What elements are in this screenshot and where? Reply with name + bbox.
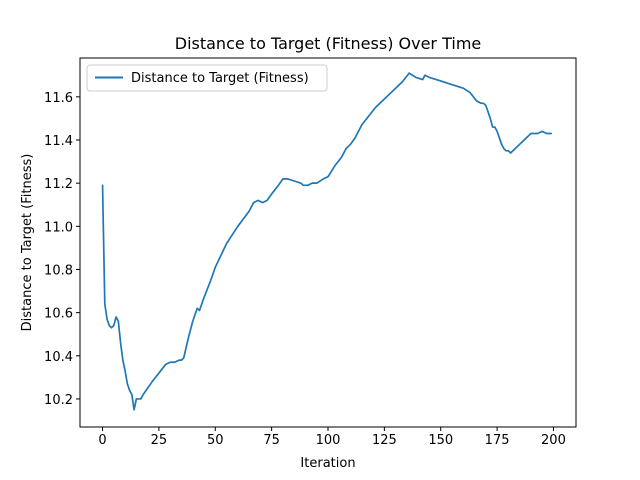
x-tick-label: 175: [485, 433, 510, 448]
legend: Distance to Target (Fitness): [86, 64, 328, 92]
legend-box: [86, 64, 328, 92]
x-tick-label: 100: [316, 433, 341, 448]
x-axis-label: Iteration: [300, 456, 355, 471]
y-tick-label: 10.4: [44, 350, 73, 365]
y-tick-label: 10.8: [44, 263, 73, 278]
x-tick-label: 150: [428, 433, 453, 448]
y-tick-label: 10.6: [44, 307, 73, 322]
series-line-fitness: [101, 72, 553, 411]
y-tick-label: 11.0: [44, 220, 73, 235]
chart-title: Distance to Target (Fitness) Over Time: [175, 34, 482, 53]
axis-ticks: 0 25 50 75 100 125 150 175 200 10.2 10.4 10.6 10.8 11…: [44, 91, 566, 448]
y-tick-label: 11.6: [44, 91, 73, 106]
plot-area: [101, 72, 553, 411]
y-tick-label: 10.2: [44, 393, 73, 408]
x-tick-label: 75: [263, 433, 280, 448]
y-axis-label: Distance to Target (Fitness): [20, 154, 35, 332]
y-tick-label: 11.4: [44, 134, 73, 149]
x-tick-label: 50: [207, 433, 224, 448]
y-tick-label: 11.2: [44, 177, 73, 192]
axes-frame: [79, 57, 577, 428]
x-tick-label: 0: [98, 433, 106, 448]
legend-label: Distance to Target (Fitness): [131, 71, 309, 86]
x-tick-label: 200: [541, 433, 566, 448]
x-tick-label: 25: [151, 433, 168, 448]
x-tick-label: 125: [372, 433, 397, 448]
